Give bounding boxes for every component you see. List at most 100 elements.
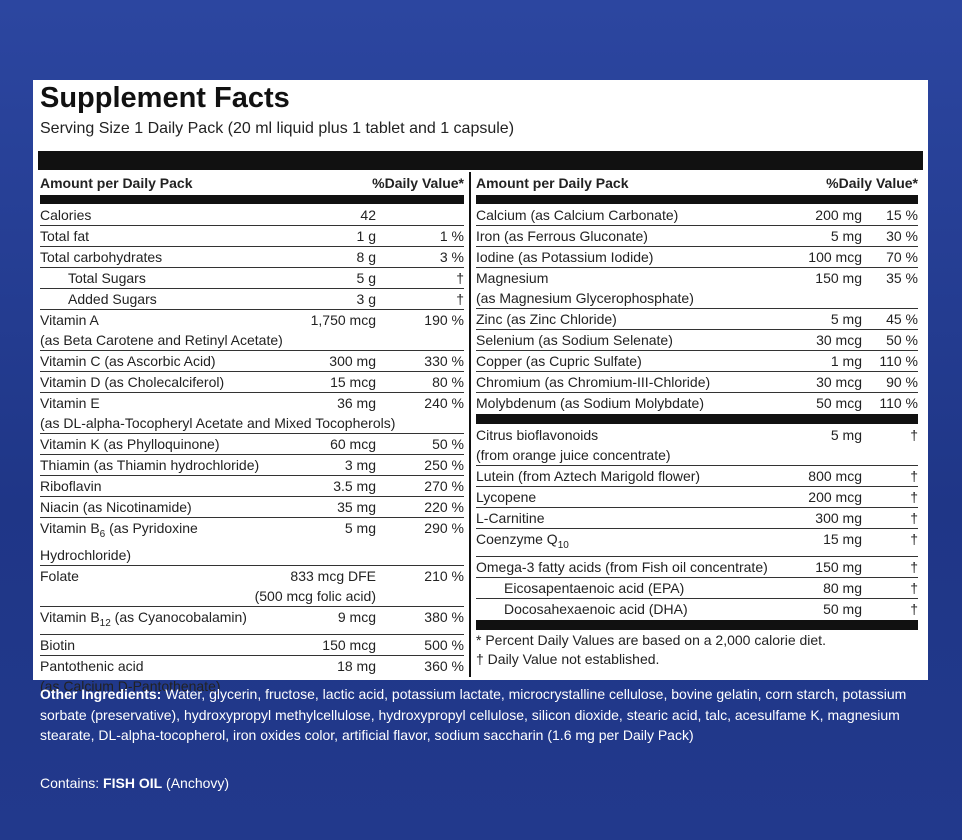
allergen: FISH OIL — [103, 775, 163, 791]
amount: 5 mg — [830, 228, 862, 244]
contains: Contains: FISH OIL (Anchovy) — [40, 775, 229, 791]
nutrient-name: Lutein (from Aztech Marigold flower) — [476, 466, 770, 486]
rule — [476, 195, 918, 204]
nutrient-row: Niacin (as Nicotinamide) 35 mg 220 % — [40, 497, 464, 518]
contains-label: Contains: — [40, 775, 104, 791]
nutrient-name: Vitamin B6 (as Pyridoxine Hydrochloride) — [40, 518, 276, 565]
nutrient-row: Molybdenum (as Sodium Molybdate) 50 mcg 11… — [476, 393, 918, 413]
daily-value: 70 % — [886, 249, 918, 265]
nutrient-name: Molybdenum (as Sodium Molybdate) — [476, 393, 770, 413]
name-subscript: 12 — [99, 617, 111, 629]
daily-value: 30 % — [886, 228, 918, 244]
amount: 300 mg — [329, 353, 376, 369]
daily-value: 270 % — [424, 478, 464, 494]
thick-rule — [38, 151, 923, 170]
contains-rest: (Anchovy) — [162, 775, 230, 791]
name-text: Copper (as Cupric Sulfate) — [476, 353, 642, 369]
footnote: * Percent Daily Values are based on a 2,… — [476, 631, 826, 648]
nutrient-row: Iron (as Ferrous Gluconate) 5 mg 30 % — [476, 226, 918, 247]
name-text: Vitamin B — [40, 608, 100, 625]
name-text: Omega-3 fatty acids (from Fish oil conce… — [476, 558, 768, 575]
nutrient-row: L-Carnitine 300 mg † — [476, 508, 918, 529]
nutrient-row: Vitamin B6 (as Pyridoxine Hydrochloride)… — [40, 518, 464, 566]
amount: 60 mcg — [330, 436, 376, 452]
amount: 18 mg — [337, 657, 376, 674]
footnote: † Daily Value not established. — [476, 650, 660, 667]
daily-value: 45 % — [886, 311, 918, 327]
nutrient-name: Docosahexaenoic acid (DHA) — [476, 599, 770, 619]
nutrient-name: Iron (as Ferrous Gluconate) — [476, 226, 770, 246]
nutrient-name: Citrus bioflavonoids — [476, 425, 770, 445]
daily-value: 110 % — [879, 353, 918, 369]
daily-value: 250 % — [424, 457, 464, 473]
daily-value: 360 % — [424, 657, 464, 674]
daily-value: 330 % — [424, 353, 464, 369]
amount: 80 mg — [823, 579, 862, 596]
nutrient-row: Calcium (as Calcium Carbonate) 200 mg 15 % — [476, 205, 918, 226]
nutrient-name: Pantothenic acid — [40, 656, 276, 676]
daily-value: 210 % — [424, 567, 464, 584]
name-text: Thiamin (as Thiamin hydrochloride) — [40, 457, 260, 473]
nutrient-name: L-Carnitine — [476, 508, 770, 528]
name-text: Calories — [40, 207, 92, 223]
nutrient-row: Riboflavin 3.5 mg 270 % — [40, 476, 464, 497]
amount: 3 mg — [344, 457, 376, 473]
daily-value: 15 % — [886, 207, 918, 223]
other-ingredients: Other Ingredients: Water, glycerin, fruc… — [40, 684, 924, 746]
name-text: Total carbohydrates — [40, 249, 163, 265]
rule — [476, 414, 918, 424]
name-text: (as Cyanocobalamin) — [110, 608, 247, 625]
amount: 15 mg — [823, 531, 862, 547]
nutrient-name: Coenzyme Q10 — [476, 529, 770, 556]
nutrient-name: Total fat — [40, 226, 276, 246]
amount: 833 mcg DFE — [290, 567, 376, 584]
name-text: Folate — [40, 567, 79, 584]
nutrient-name: Vitamin D (as Cholecalciferol) — [40, 372, 276, 392]
daily-value: † — [910, 468, 918, 484]
amount: 1 g — [356, 228, 376, 244]
nutrient-name: Lycopene — [476, 487, 770, 507]
nutrient-row: Omega-3 fatty acids (from Fish oil conce… — [476, 557, 918, 578]
daily-value: † — [910, 489, 918, 505]
nutrient-name: Niacin (as Nicotinamide) — [40, 497, 276, 517]
daily-value: 380 % — [424, 608, 464, 625]
nutrient-name: Iodine (as Potassium Iodide) — [476, 247, 770, 267]
facts-panel — [33, 80, 928, 680]
daily-value: † — [910, 600, 918, 617]
nutrient-row: Iodine (as Potassium Iodide) 100 mcg 70 % — [476, 247, 918, 268]
name-subscript: 10 — [557, 539, 569, 551]
amount-note: (500 mcg folic acid) — [254, 587, 376, 604]
amount: 150 mcg — [322, 636, 376, 653]
nutrient-row: Vitamin B12 (as Cyanocobalamin) 9 mcg 380 … — [40, 607, 464, 635]
daily-value: 290 % — [424, 520, 464, 536]
nutrient-name: Vitamin A — [40, 310, 276, 330]
nutrient-name: Folate — [40, 566, 276, 586]
daily-value: † — [910, 579, 918, 596]
nutrient-name: Chromium (as Chromium-III-Chloride) — [476, 372, 770, 392]
nutrient-name: Copper (as Cupric Sulfate) — [476, 351, 770, 371]
name-text: Niacin (as Nicotinamide) — [40, 499, 192, 515]
right-column: Amount per Daily Pack %Daily Value* Calci… — [476, 172, 918, 669]
nutrient-row: Total fat 1 g 1 % — [40, 226, 464, 247]
name-text: Iron (as Ferrous Gluconate) — [476, 228, 648, 244]
name-text: Biotin — [40, 636, 76, 653]
name-text: Vitamin K (as Phylloquinone) — [40, 436, 220, 452]
title: Supplement Facts — [40, 82, 290, 114]
nutrient-name: Magnesium — [476, 268, 770, 288]
nutrient-name: Omega-3 fatty acids (from Fish oil conce… — [476, 557, 770, 577]
nutrient-name: Total carbohydrates — [40, 247, 276, 267]
daily-value: † — [910, 531, 918, 547]
amount: 1,750 mcg — [310, 312, 376, 328]
amount: 9 mcg — [337, 608, 376, 625]
nutrient-row: Lycopene 200 mcg † — [476, 487, 918, 508]
daily-value: † — [456, 291, 464, 307]
header-dv: %Daily Value* — [826, 175, 918, 191]
amount: 42 — [360, 207, 376, 223]
header-amount: Amount per Daily Pack — [476, 175, 629, 191]
nutrient-row: Thiamin (as Thiamin hydrochloride) 3 mg 25… — [40, 455, 464, 476]
name-text: Added Sugars — [68, 291, 157, 307]
name-text: Selenium (as Sodium Selenate) — [476, 332, 673, 348]
name-text: Pantothenic acid — [40, 657, 144, 674]
other-label: Other Ingredients: — [40, 686, 162, 702]
daily-value: 90 % — [886, 374, 918, 390]
